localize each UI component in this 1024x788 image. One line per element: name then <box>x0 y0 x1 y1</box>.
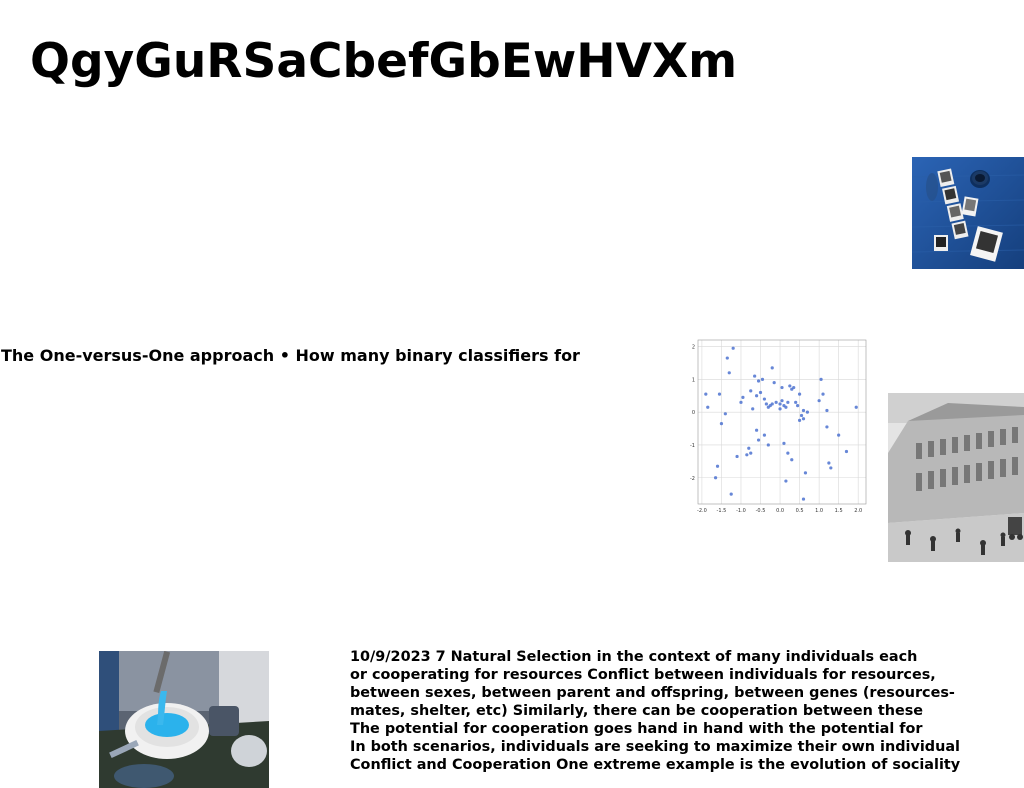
scatter-point <box>817 399 821 403</box>
paragraph-line: 10/9/2023 7 Natural Selection in the con… <box>350 649 918 665</box>
paragraph-line: mates, shelter, etc) Similarly, there ca… <box>350 703 924 719</box>
page-title: QgyGuRSaCbefGbEwHVXm <box>30 34 738 89</box>
scatter-point <box>762 433 767 437</box>
paragraph-line: In both scenarios, individuals are seeki… <box>350 739 960 755</box>
scatter-point <box>786 400 790 404</box>
scatter-point <box>745 453 749 457</box>
scatter-point <box>778 407 782 411</box>
scatter-point <box>792 385 796 390</box>
scatter-point <box>770 366 774 370</box>
scatter-point <box>782 441 786 445</box>
scatter-point <box>780 399 784 403</box>
scatter-point <box>801 408 806 413</box>
scatter-point <box>797 418 802 422</box>
scatter-point <box>755 394 759 398</box>
scatter-point <box>766 443 770 447</box>
scatter-point <box>799 413 804 418</box>
scatter-point <box>784 479 788 483</box>
x-tick-label: 2.0 <box>854 508 862 514</box>
scatter-point <box>717 392 722 396</box>
scatter-point <box>829 466 833 470</box>
y-tick-label: -2 <box>690 476 695 482</box>
x-tick-label: 1.5 <box>835 508 843 514</box>
scatter-point <box>801 497 806 501</box>
scatter-point <box>797 392 802 396</box>
scatter-point <box>706 405 710 409</box>
scatter-point <box>854 405 858 409</box>
scatter-point <box>725 356 729 360</box>
scatter-point <box>749 451 753 455</box>
scatter-point <box>796 404 800 408</box>
paragraph-line: Conflict and Cooperation One extreme exa… <box>350 757 961 773</box>
scatter-point <box>825 425 829 429</box>
scatter-point <box>751 407 755 411</box>
x-tick-label: -1.5 <box>717 508 727 514</box>
scatter-point <box>844 449 849 454</box>
scatter-point <box>747 446 751 450</box>
scatter-point <box>780 385 784 390</box>
scatter-point <box>715 464 720 468</box>
classifier-text: The One-versus-One approach • How many b… <box>1 346 580 365</box>
scatter-point <box>713 476 718 480</box>
x-tick-label: -0.5 <box>756 508 766 514</box>
scatter-point <box>756 379 761 383</box>
scatter-point <box>825 408 829 413</box>
paragraph-line: between sexes, between parent and offspr… <box>350 685 955 701</box>
scatter-point <box>805 410 809 414</box>
scatter-point <box>790 458 794 462</box>
paragraph-line: The potential for cooperation goes hand … <box>350 721 923 737</box>
scatter-point <box>794 400 798 404</box>
scatter-point <box>749 389 753 393</box>
desk-photo <box>912 157 1024 269</box>
food-photo <box>99 651 269 788</box>
scatter-point <box>704 392 708 396</box>
scatter-point <box>739 400 743 404</box>
paragraph-line: or cooperating for resources Conflict be… <box>350 667 936 683</box>
scatter-point <box>762 397 767 401</box>
y-tick-label: 0 <box>692 410 695 416</box>
scatter-point <box>778 402 782 406</box>
scatter-point <box>719 422 724 426</box>
building-photo <box>888 393 1024 562</box>
y-tick-label: 2 <box>692 345 695 351</box>
scatter-point <box>756 438 761 442</box>
scatter-point <box>723 412 727 416</box>
x-tick-label: 0.0 <box>776 508 784 514</box>
scatter-point <box>788 384 792 388</box>
scatter-point <box>803 471 808 475</box>
scatter-point <box>753 374 757 378</box>
x-tick-label: -2.0 <box>697 508 707 514</box>
scatter-point <box>837 433 841 437</box>
scatter-point <box>731 346 735 350</box>
scatter-point <box>784 405 788 409</box>
scatter-point <box>770 402 774 406</box>
scatter-point <box>801 417 806 421</box>
scatter-point <box>729 492 733 496</box>
scatter-point <box>735 454 739 459</box>
scatter-point <box>827 461 831 465</box>
plot-frame <box>697 339 867 505</box>
scatter-point <box>774 400 778 404</box>
scatter-chart: -2.0 -1.5 -1.0 -0.5 0.0 0.5 1.0 1.5 2.0 2 1 0 -1 -2 <box>690 339 867 514</box>
scatter-point <box>755 428 759 432</box>
scatter-point <box>764 402 768 406</box>
paragraph: 10/9/2023 7 Natural Selection in the con… <box>350 648 990 774</box>
y-tick-label: 1 <box>692 377 695 383</box>
scatter-point <box>741 395 745 399</box>
x-tick-label: 0.5 <box>796 508 804 514</box>
scatter-point <box>758 390 763 395</box>
y-tick-label: -1 <box>690 443 695 449</box>
x-tick-label: 1.0 <box>815 508 823 514</box>
scatter-point <box>786 451 790 455</box>
scatter-point <box>821 392 825 396</box>
scatter-point <box>727 371 731 375</box>
scatter-point <box>819 377 823 381</box>
scatter-point <box>760 377 765 381</box>
x-tick-label: -1.0 <box>736 508 746 514</box>
scatter-point <box>772 381 776 385</box>
